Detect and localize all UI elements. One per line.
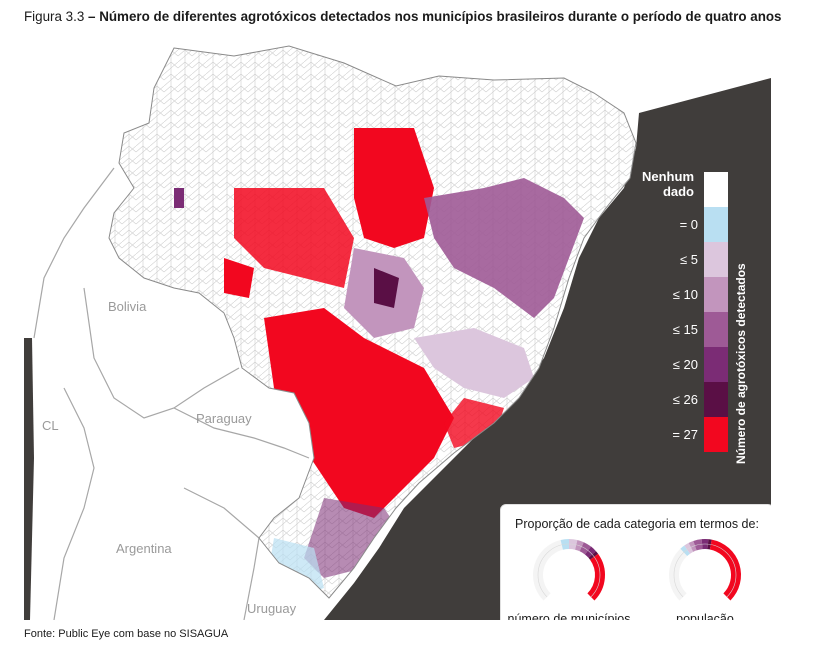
figure-title: Figura 3.3 – Número de diferentes agrotó… bbox=[24, 9, 782, 24]
source-note: Fonte: Public Eye com base no SISAGUA bbox=[24, 628, 229, 640]
country-label-argentina: Argentina bbox=[116, 541, 172, 556]
gauge-1-outline bbox=[673, 543, 737, 598]
inset-gauges bbox=[533, 539, 741, 601]
legend-no-data-label: Nenhum dado bbox=[642, 169, 694, 199]
country-label-paraguay: Paraguay bbox=[196, 411, 252, 426]
country-label-chile: CL bbox=[42, 418, 59, 433]
inset-title: Proporção de cada categoria em termos de… bbox=[515, 517, 759, 531]
map-panel: Bolivia Paraguay CL Argentina Uruguay Ne… bbox=[24, 38, 771, 620]
country-label-bolivia: Bolivia bbox=[108, 299, 147, 314]
brazil-outline bbox=[108, 45, 637, 599]
legend-label-7: = 27 bbox=[672, 427, 698, 442]
gauge-label-municipios: número de municípios bbox=[507, 612, 631, 620]
legend-label-4: ≤ 15 bbox=[672, 322, 698, 337]
legend-axis-title: Número de agrotóxicos detectados bbox=[734, 263, 748, 464]
gauge-1-segment-0 bbox=[669, 548, 688, 601]
legend-label-5: ≤ 20 bbox=[672, 357, 698, 372]
legend-swatch-7 bbox=[704, 417, 728, 452]
legend-label-1: = 0 bbox=[679, 217, 698, 232]
legend-swatch-1 bbox=[704, 207, 728, 242]
legend-label-3: ≤ 10 bbox=[672, 287, 698, 302]
pacific-ocean bbox=[24, 338, 34, 620]
gauge-label-populacao: população bbox=[676, 612, 734, 620]
inset-panel: Proporção de cada categoria em termos de… bbox=[500, 504, 771, 620]
legend-label-2: ≤ 5 bbox=[680, 252, 698, 267]
legend-label-6: ≤ 26 bbox=[672, 392, 698, 407]
legend-swatch-3 bbox=[704, 277, 728, 312]
legend-swatch-5 bbox=[704, 347, 728, 382]
gauge-populacao bbox=[669, 539, 741, 601]
figure-label: Figura 3.3 bbox=[24, 9, 85, 24]
legend-swatch-4 bbox=[704, 312, 728, 347]
map-svg bbox=[24, 38, 771, 620]
gauge-0-outline bbox=[537, 543, 601, 598]
gauge-1-segment-7 bbox=[709, 539, 741, 601]
figure-title-text: – Número de diferentes agrotóxicos detec… bbox=[88, 9, 782, 24]
legend-swatch-2 bbox=[704, 242, 728, 277]
legend-swatch-0 bbox=[704, 172, 728, 207]
country-label-uruguay: Uruguay bbox=[247, 601, 297, 616]
legend-swatch-6 bbox=[704, 382, 728, 417]
gauge-municipios bbox=[533, 539, 605, 601]
